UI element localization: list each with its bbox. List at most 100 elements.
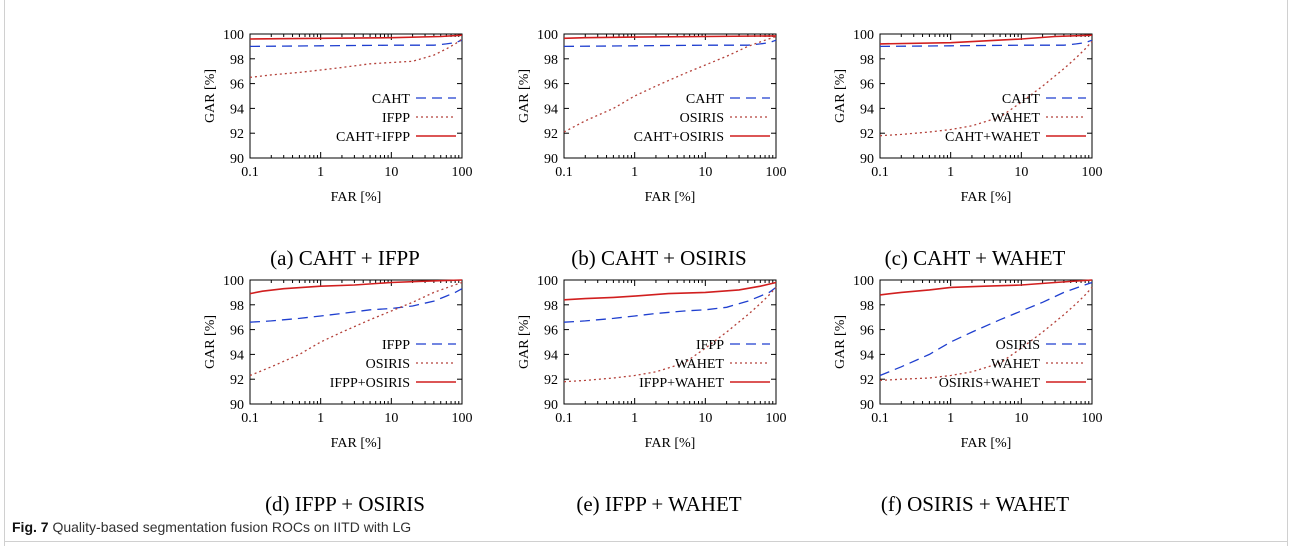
chart-d-ytick-label: 94 [230,348,244,363]
figure-caption-label: Fig. 7 [12,519,49,535]
chart-d-yaxis-label: GAR [%] [203,315,218,369]
chart-f-plot-frame [879,279,1093,405]
chart-b-legend-label-2: OSIRIS [680,111,724,126]
chart-e-xtick-label: 100 [766,411,787,426]
chart-a-ytick-label: 90 [230,152,244,167]
chart-f-legend-label-2: WAHET [991,357,1040,372]
chart-d-ytick-label: 98 [230,299,244,314]
chart-c-legend-label-1: CAHT [1002,92,1041,107]
chart-c-yaxis-label: GAR [%] [833,69,848,123]
chart-c-series-line-2 [879,40,1093,137]
chart-f-xtick-label: 0.1 [871,411,889,426]
chart-e-ytick-label: 96 [544,324,558,339]
chart-c-legend-label-2: WAHET [991,111,1040,126]
chart-c-ytick-label: 96 [860,78,874,93]
chart-f-ytick-label: 100 [853,274,874,289]
chart-d-ytick-label: 100 [223,274,244,289]
chart-e-series-line-2 [563,286,777,383]
chart-d-ytick-label: 96 [230,324,244,339]
chart-a-legend-label-1: CAHT [372,92,411,107]
chart-a-plot-frame [249,33,463,159]
roc-chart-f: 90 92 94 96 98 100 0.1 1 10 100 FAR [%] GAR [%] OSIR… [833,274,1103,451]
chart-f-xtick-label: 1 [947,411,954,426]
chart-e-series-line-1 [563,286,777,323]
chart-e-xaxis-label: FAR [%] [645,436,696,451]
chart-f-series-line-3 [879,279,1093,296]
chart-e-plot-frame [563,279,777,405]
chart-c-xtick-label: 10 [1014,165,1028,180]
chart-a-ytick-label: 98 [230,53,244,68]
subcaption-e: (e) IFPP + WAHET [576,492,742,516]
chart-e-legend-label-2: WAHET [675,357,724,372]
chart-b-legend-label-3: CAHT+OSIRIS [634,130,724,145]
chart-e-ytick-label: 94 [544,348,558,363]
roc-chart-a: 90 92 94 96 98 100 0.1 1 10 100 FAR [%] GAR [%] CAHT… [203,28,473,205]
chart-a-xaxis-label: FAR [%] [331,190,382,205]
chart-b-plot-frame [563,33,777,159]
chart-b-xaxis-label: FAR [%] [645,190,696,205]
chart-a-series-line-3 [249,34,463,40]
chart-b-ytick-label: 98 [544,53,558,68]
chart-panel-b: 90 92 94 96 98 100 0.1 1 10 100 FAR [%] GAR [%] CAHT… [494,20,824,285]
chart-e-ytick-label: 90 [544,398,558,413]
figure-caption-text: Quality-based segmentation fusion ROCs o… [52,519,412,535]
chart-b-ytick-label: 94 [544,102,558,117]
chart-b-xtick-label: 10 [698,165,712,180]
chart-f-series-line-2 [879,286,1093,382]
chart-e-legend-label-3: IFPP+WAHET [639,376,724,391]
chart-b-series-line-1 [563,39,777,48]
chart-e-xtick-label: 0.1 [555,411,573,426]
subcaption-d: (d) IFPP + OSIRIS [265,492,425,516]
chart-c-xtick-label: 0.1 [871,165,889,180]
chart-d-ytick-label: 90 [230,398,244,413]
chart-a-xtick-label: 0.1 [241,165,259,180]
chart-c-xtick-label: 1 [947,165,954,180]
frame-right-border [1287,0,1288,546]
chart-c-ytick-label: 92 [860,127,874,142]
chart-c-ytick-label: 98 [860,53,874,68]
subcaption-c: (c) CAHT + WAHET [884,246,1066,270]
subcaption-b: (b) CAHT + OSIRIS [571,246,747,270]
chart-d-legend-label-3: IFPP+OSIRIS [330,376,410,391]
figure-caption: Fig. 7 Quality-based segmentation fusion… [12,519,411,535]
chart-b-xtick-label: 0.1 [555,165,573,180]
roc-chart-e: 90 92 94 96 98 100 0.1 1 10 100 FAR [%] GAR [%] IFPP… [517,274,787,451]
chart-f-xtick-label: 10 [1014,411,1028,426]
chart-f-ytick-label: 98 [860,299,874,314]
frame-bottom-border [4,541,1288,542]
chart-a-series-line-1 [249,39,463,48]
subcaption-f: (f) OSIRIS + WAHET [880,492,1070,516]
chart-b-yaxis-label: GAR [%] [517,69,532,123]
chart-panel-e: 90 92 94 96 98 100 0.1 1 10 100 FAR [%] GAR [%] IFPP… [494,266,824,531]
chart-f-xaxis-label: FAR [%] [961,436,1012,451]
chart-e-yaxis-label: GAR [%] [517,315,532,369]
chart-c-series-line-3 [879,34,1093,45]
chart-b-series-line-3 [563,35,777,40]
roc-chart-b: 90 92 94 96 98 100 0.1 1 10 100 FAR [%] GAR [%] CAHT… [517,28,787,205]
roc-chart-d: 90 92 94 96 98 100 0.1 1 10 100 FAR [%] GAR [%] IFPP… [203,274,473,451]
chart-b-legend-label-1: CAHT [686,92,725,107]
chart-f-ytick-label: 96 [860,324,874,339]
subcaption-a: (a) CAHT + IFPP [270,246,420,270]
chart-d-xtick-label: 100 [452,411,473,426]
frame-left-border [4,0,5,546]
chart-b-ytick-label: 96 [544,78,558,93]
chart-f-legend-label-1: OSIRIS [996,338,1040,353]
chart-f-legend-label-3: OSIRIS+WAHET [939,376,1041,391]
chart-f-yaxis-label: GAR [%] [833,315,848,369]
chart-b-xtick-label: 1 [631,165,638,180]
chart-c-plot-frame [879,33,1093,159]
chart-b-series-line-2 [563,35,777,133]
chart-b-ytick-label: 92 [544,127,558,142]
chart-d-series-line-1 [249,288,463,323]
chart-e-xtick-label: 1 [631,411,638,426]
chart-panel-c: 90 92 94 96 98 100 0.1 1 10 100 FAR [%] GAR [%] CAHT… [810,20,1140,285]
chart-b-ytick-label: 90 [544,152,558,167]
chart-a-legend-label-3: CAHT+IFPP [336,130,410,145]
chart-a-xtick-label: 100 [452,165,473,180]
chart-f-ytick-label: 90 [860,398,874,413]
chart-a-legend-label-2: IFPP [382,111,410,126]
chart-panel-f: 90 92 94 96 98 100 0.1 1 10 100 FAR [%] GAR [%] OSIR… [810,266,1140,531]
chart-d-ytick-label: 92 [230,373,244,388]
chart-f-ytick-label: 94 [860,348,874,363]
